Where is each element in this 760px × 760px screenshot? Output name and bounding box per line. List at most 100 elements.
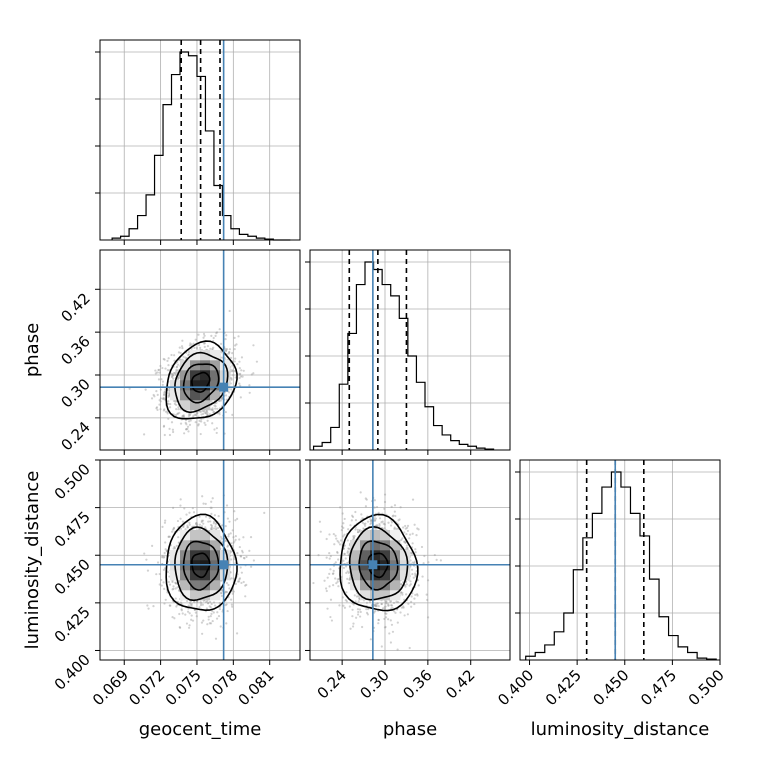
scatter-point bbox=[201, 603, 204, 606]
scatter-point bbox=[366, 613, 369, 616]
scatter-point bbox=[215, 617, 219, 620]
scatter-point bbox=[187, 353, 190, 357]
scatter-point bbox=[152, 393, 155, 397]
scatter-point bbox=[426, 579, 430, 582]
scatter-point bbox=[399, 611, 402, 614]
scatter-point bbox=[375, 527, 378, 530]
scatter-point bbox=[146, 604, 149, 607]
density-cell bbox=[210, 370, 221, 381]
scatter-point bbox=[245, 555, 248, 559]
scatter-point bbox=[239, 555, 243, 558]
scatter-point bbox=[213, 404, 216, 407]
scatter-point bbox=[163, 390, 167, 393]
scatter-point bbox=[242, 580, 245, 584]
panel-frame bbox=[309, 459, 511, 661]
scatter-point bbox=[238, 367, 241, 370]
scatter-point bbox=[409, 580, 412, 583]
scatter-point bbox=[373, 527, 376, 530]
scatter-point bbox=[349, 524, 352, 527]
scatter-point bbox=[163, 398, 166, 401]
scatter-point bbox=[196, 600, 199, 604]
scatter-point bbox=[230, 356, 233, 359]
scatter-point bbox=[174, 581, 177, 584]
scatter-point bbox=[167, 402, 170, 405]
scatter-point bbox=[346, 561, 349, 565]
density-cell bbox=[200, 370, 211, 381]
scatter-point bbox=[239, 372, 242, 375]
scatter-point bbox=[204, 411, 208, 415]
scatter-point bbox=[202, 336, 205, 339]
scatter-point bbox=[204, 412, 207, 415]
scatter-point bbox=[208, 413, 211, 416]
density-cell bbox=[200, 580, 211, 591]
scatter-point bbox=[224, 349, 228, 352]
scatter-point bbox=[359, 610, 362, 614]
scatter-point bbox=[382, 522, 385, 525]
scatter-point bbox=[373, 506, 376, 509]
scatter-point bbox=[229, 532, 232, 535]
scatter-point bbox=[411, 561, 414, 564]
density-cell bbox=[380, 590, 391, 601]
scatter-point bbox=[337, 541, 340, 544]
phase-y-axis-label: phase bbox=[22, 323, 43, 377]
truth-marker bbox=[219, 382, 229, 392]
scatter-point bbox=[351, 625, 355, 628]
scatter-point bbox=[168, 604, 171, 607]
scatter-point bbox=[228, 309, 231, 313]
scatter-point bbox=[163, 587, 166, 590]
scatter-point bbox=[210, 527, 213, 530]
luminosity-distance-y-tick-labels: 0.400 0.425 0.450 0.475 0.500 bbox=[51, 460, 94, 694]
scatter-point bbox=[159, 364, 162, 368]
scatter-point bbox=[189, 342, 192, 345]
scatter-point bbox=[352, 622, 355, 625]
scatter-point bbox=[242, 369, 245, 372]
density-cell bbox=[180, 580, 191, 591]
scatter-point bbox=[406, 613, 409, 616]
scatter-point bbox=[175, 370, 178, 373]
scatter-point bbox=[328, 572, 331, 575]
scatter-point bbox=[181, 339, 184, 342]
scatter-point bbox=[203, 345, 206, 348]
scatter-point bbox=[232, 373, 235, 377]
scatter-point bbox=[203, 334, 206, 337]
scatter-point bbox=[399, 506, 402, 509]
scatter-point bbox=[194, 421, 197, 424]
scatter-point bbox=[215, 527, 218, 530]
scatter-point bbox=[414, 572, 417, 575]
scatter-point bbox=[400, 606, 404, 609]
scatter-point bbox=[353, 534, 356, 538]
scatter-point bbox=[213, 410, 216, 414]
scatter-point bbox=[374, 604, 377, 608]
scatter-point bbox=[234, 344, 237, 347]
scatter-point bbox=[179, 504, 182, 507]
scatter-point bbox=[398, 518, 401, 521]
scatter-point bbox=[201, 410, 204, 413]
scatter-point bbox=[393, 510, 396, 513]
scatter-point bbox=[420, 545, 424, 549]
scatter-point bbox=[238, 360, 241, 363]
scatter-point bbox=[366, 520, 370, 523]
density-cell bbox=[210, 580, 221, 591]
scatter-point bbox=[187, 626, 191, 629]
scatter-point bbox=[177, 363, 180, 366]
scatter-point bbox=[227, 535, 230, 538]
scatter-point bbox=[413, 560, 416, 563]
x-tick-label: 0.42 bbox=[442, 666, 478, 702]
scatter-point bbox=[392, 514, 395, 517]
scatter-point bbox=[393, 526, 396, 529]
scatter-point bbox=[199, 432, 202, 436]
scatter-point bbox=[161, 380, 165, 383]
x-tick-label: 0.425 bbox=[542, 666, 585, 709]
scatter-point bbox=[402, 526, 405, 529]
scatter-point bbox=[240, 581, 243, 585]
scatter-point bbox=[173, 354, 176, 357]
scatter-point bbox=[233, 348, 236, 351]
scatter-point bbox=[391, 630, 395, 633]
scatter-point bbox=[210, 602, 213, 606]
scatter-point bbox=[164, 519, 167, 522]
density-cell bbox=[350, 580, 361, 591]
scatter-point bbox=[373, 515, 376, 518]
scatter-point bbox=[210, 524, 214, 527]
scatter-point bbox=[230, 598, 233, 601]
scatter-point bbox=[173, 402, 176, 405]
